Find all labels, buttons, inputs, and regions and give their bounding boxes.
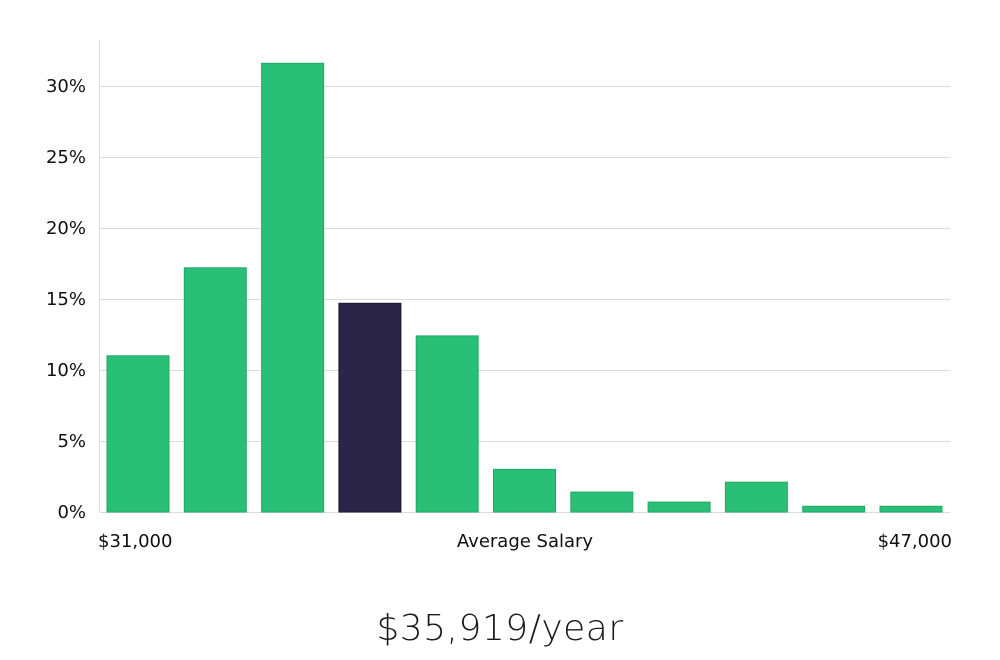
x-range-min-label: $31,000 (98, 531, 172, 552)
salary-bar (570, 491, 634, 513)
x-axis-title: Average Salary (457, 531, 594, 552)
salary-bar (493, 468, 556, 513)
y-tick-label: 30% (46, 76, 86, 97)
salary-bar (106, 355, 170, 513)
salary-bar (183, 267, 247, 513)
x-range-max-label: $47,000 (878, 531, 952, 552)
bars (106, 62, 943, 513)
highlighted-salary-bar (338, 302, 402, 513)
salary-bar (724, 481, 788, 513)
y-tick-label: 20% (46, 218, 86, 239)
y-tick-labels: 0% 5% 10% 15% 20% 25% 30% (46, 76, 86, 523)
y-tick-label: 10% (46, 360, 86, 381)
average-salary-value: $35,919/year (376, 608, 624, 649)
salary-bar (802, 505, 866, 513)
y-tick-label: 25% (46, 147, 86, 168)
y-tick-label: 15% (46, 289, 86, 310)
salary-bar (879, 505, 943, 513)
salary-bar (415, 335, 479, 513)
salary-bar (647, 501, 711, 513)
salary-bar (261, 62, 325, 513)
y-tick-label: 0% (57, 502, 86, 523)
salary-distribution-chart: 0% 5% 10% 15% 20% 25% 30% $31,000 Average Sala… (46, 40, 952, 552)
y-tick-label: 5% (57, 431, 86, 452)
